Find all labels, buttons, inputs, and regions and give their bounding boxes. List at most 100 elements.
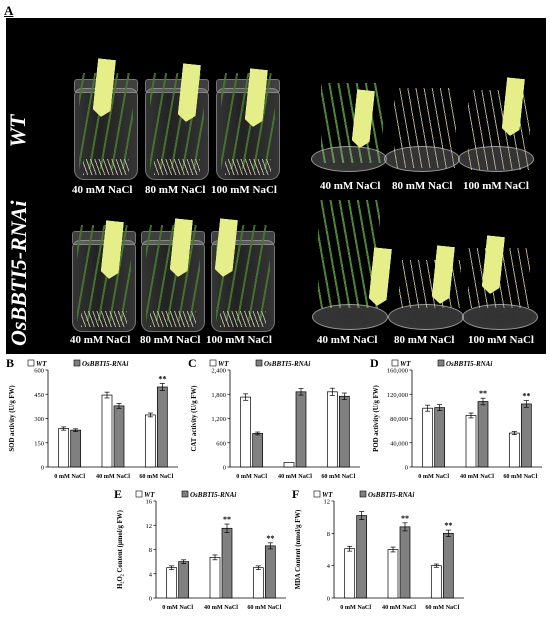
y-tick-label: 40,000 bbox=[390, 440, 408, 447]
y-tick-label: 12 bbox=[324, 499, 331, 506]
y-axis-label: H₂O₂ Content (μmol/g FW) bbox=[117, 510, 124, 589]
x-tick-label: 0 mM NaCl bbox=[236, 473, 267, 480]
legend-swatch bbox=[313, 490, 321, 498]
bar bbox=[264, 545, 276, 599]
chart-e-h2o2: E WT OsBBTI5-RNAi 0 4 8 12 16 H₂O₂ Content (μmol… bbox=[114, 487, 286, 611]
y-tick-label: 120,000 bbox=[387, 392, 408, 399]
significance-mark: ** bbox=[401, 514, 409, 523]
legend-label: OsBBTI5-RNAi bbox=[82, 360, 128, 368]
rnai-jar-80 bbox=[141, 240, 205, 332]
x-tick-label: 0 mM NaCl bbox=[418, 473, 449, 480]
rnai-dish-label-80: 80 mM NaCl bbox=[394, 334, 455, 346]
y-tick-label: 0 bbox=[405, 465, 408, 472]
bar bbox=[240, 396, 252, 468]
bar bbox=[209, 557, 221, 599]
y-tick-label: 16 bbox=[146, 499, 153, 506]
panel-label: F bbox=[292, 487, 299, 501]
bar bbox=[156, 386, 168, 468]
legend-swatch bbox=[73, 359, 81, 367]
bar bbox=[295, 391, 307, 468]
bar bbox=[283, 462, 295, 468]
chart-c-cat: C WT OsBBTI5-RNAi 0 600 1,200 1,800 2,400 CAT ac… bbox=[188, 356, 360, 480]
legend-label: WT bbox=[144, 491, 155, 499]
bar bbox=[399, 526, 411, 599]
y-tick-label: 12 bbox=[146, 523, 153, 530]
significance-mark: ** bbox=[444, 521, 452, 530]
y-tick-label: 0 bbox=[41, 465, 44, 472]
x-tick-label: 40 mM NaCl bbox=[96, 473, 130, 480]
wt-dish-40 bbox=[311, 146, 387, 172]
y-tick-label: 80,000 bbox=[390, 416, 408, 423]
bar bbox=[434, 407, 446, 468]
bar bbox=[178, 561, 190, 599]
legend-swatch bbox=[27, 359, 35, 367]
significance-mark: ** bbox=[266, 534, 274, 543]
y-axis-label: POD activity (U/g FW) bbox=[373, 385, 380, 452]
bar bbox=[70, 429, 82, 468]
bar bbox=[442, 532, 454, 599]
bar bbox=[166, 567, 178, 599]
y-tick-label: 600 bbox=[216, 440, 226, 447]
rnai-dish-40 bbox=[312, 304, 388, 330]
x-tick-label: 0 mM NaCl bbox=[340, 604, 371, 611]
y-tick-label: 600 bbox=[34, 368, 44, 375]
bar bbox=[101, 394, 113, 468]
legend-label: OsBBTI5-RNAi bbox=[264, 360, 310, 368]
bar bbox=[356, 515, 368, 599]
bar bbox=[326, 391, 338, 468]
legend-swatch bbox=[391, 359, 399, 367]
rnai-dish-label-100: 100 mM NaCl bbox=[468, 334, 534, 346]
y-axis-label: MDA Content (nmol/g FW) bbox=[295, 510, 302, 590]
significance-mark: ** bbox=[479, 389, 487, 398]
legend-swatch bbox=[255, 359, 263, 367]
wt-dish-100 bbox=[458, 146, 534, 172]
plant-photo-panel: WT OsBBTI5-RNAi 40 mM NaCl 80 mM NaCl 10… bbox=[5, 18, 546, 354]
y-tick-label: 150 bbox=[34, 440, 44, 447]
chart-f-mda: F WT OsBBTI5-RNAi 0 4 8 12 MDA Content (nmol/g … bbox=[292, 487, 464, 611]
bar bbox=[422, 407, 434, 468]
bar bbox=[477, 401, 489, 468]
significance-mark: ** bbox=[223, 515, 231, 524]
chart-b-sod: B WT OsBBTI5-RNAi 0 150 300 450 600 SOD activity… bbox=[6, 356, 178, 480]
wt-jar-label-80: 80 mM NaCl bbox=[145, 184, 206, 196]
x-tick-label: 40 mM NaCl bbox=[278, 473, 312, 480]
bar bbox=[252, 567, 264, 599]
x-tick-label: 60 mM NaCl bbox=[139, 473, 173, 480]
legend-label: WT bbox=[400, 360, 411, 368]
rnai-jar-100 bbox=[211, 240, 275, 332]
legend-label: WT bbox=[36, 360, 47, 368]
bar bbox=[144, 414, 156, 468]
panel-label: C bbox=[188, 356, 197, 370]
rnai-jar-label-80: 80 mM NaCl bbox=[140, 334, 201, 346]
legend-label: OsBBTI5-RNAi bbox=[368, 491, 414, 499]
panel-label: B bbox=[6, 356, 14, 370]
legend-label: WT bbox=[218, 360, 229, 368]
x-tick-label: 40 mM NaCl bbox=[204, 604, 238, 611]
wt-dish-label-100: 100 mM NaCl bbox=[463, 180, 529, 192]
rnai-jar-40 bbox=[72, 240, 136, 332]
wt-jar-80 bbox=[145, 88, 209, 180]
panel-label: E bbox=[114, 487, 122, 501]
legend-swatch bbox=[209, 359, 217, 367]
x-tick-label: 60 mM NaCl bbox=[321, 473, 355, 480]
legend-label: OsBBTI5-RNAi bbox=[446, 360, 492, 368]
bar bbox=[344, 548, 356, 599]
legend-label: OsBBTI5-RNAi bbox=[190, 491, 236, 499]
bar bbox=[58, 428, 70, 468]
legend-swatch bbox=[437, 359, 445, 367]
bar bbox=[508, 432, 520, 468]
legend-swatch bbox=[181, 490, 189, 498]
y-tick-label: 300 bbox=[34, 416, 44, 423]
y-axis-label: CAT activity (U/g FW) bbox=[191, 385, 198, 451]
rnai-jar-label-40: 40 mM NaCl bbox=[70, 334, 131, 346]
x-tick-label: 40 mM NaCl bbox=[460, 473, 494, 480]
row-label-wt: WT bbox=[5, 114, 30, 148]
y-tick-label: 0 bbox=[223, 465, 226, 472]
y-tick-label: 2,400 bbox=[211, 368, 226, 375]
bar bbox=[338, 395, 350, 468]
y-tick-label: 0 bbox=[327, 596, 330, 603]
x-tick-label: 60 mM NaCl bbox=[503, 473, 537, 480]
rnai-jar-label-100: 100 mM NaCl bbox=[206, 334, 272, 346]
row-label-rnai: OsBBTI5-RNAi bbox=[6, 200, 31, 346]
bar bbox=[221, 527, 233, 599]
